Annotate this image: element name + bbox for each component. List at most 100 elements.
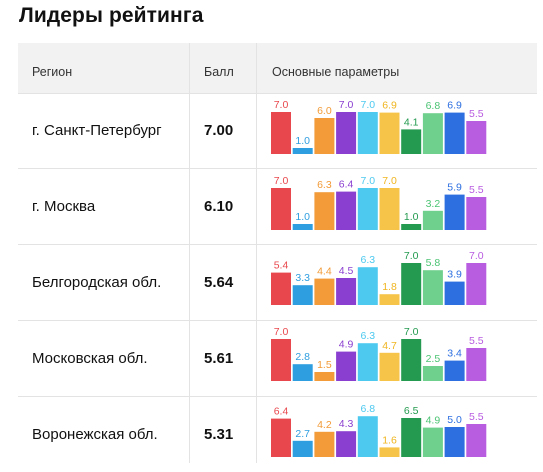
bar-value-label: 6.3 <box>317 179 332 191</box>
parameter-bar <box>357 267 378 305</box>
row-bar-chart: 6.4 2.7 4.2 4.3 6.8 1.6 6.5 4.9 5.0 5.5 <box>271 403 487 457</box>
region-score: 7.00 <box>204 122 234 139</box>
column-divider <box>256 43 257 463</box>
bar-value-label: 4.3 <box>339 418 354 430</box>
column-divider <box>189 43 190 463</box>
bar-value-label: 4.1 <box>404 116 419 128</box>
bar-value-label: 2.7 <box>295 428 310 440</box>
bar-value-label: 4.4 <box>317 266 332 278</box>
parameter-bar <box>314 372 335 381</box>
parameter-bar <box>444 194 465 230</box>
bar-value-label: 7.0 <box>360 175 375 187</box>
bar-value-label: 1.0 <box>295 135 310 147</box>
region-name: г. Москва <box>32 198 96 215</box>
bar-value-label: 5.5 <box>469 184 484 196</box>
bar-value-label: 1.0 <box>404 211 419 223</box>
bar-value-label: 2.8 <box>295 351 310 363</box>
parameter-bar <box>271 418 291 457</box>
parameter-bar <box>466 424 487 457</box>
parameter-bar <box>422 427 443 457</box>
bar-value-label: 4.2 <box>317 419 332 431</box>
ratings-table: Регион Балл Основные параметры г. Санкт-… <box>18 43 537 463</box>
row-bar-chart: 5.4 3.3 4.4 4.5 6.3 1.8 7.0 5.8 3.9 7.0 <box>271 250 487 305</box>
bar-value-label: 6.0 <box>317 105 332 117</box>
parameter-bar <box>292 224 313 230</box>
parameter-bar <box>292 440 313 457</box>
row-bar-chart: 7.0 2.8 1.5 4.9 6.3 4.7 7.0 2.5 3.4 5.5 <box>271 326 487 381</box>
parameter-bar <box>271 112 291 154</box>
bar-value-label: 4.9 <box>339 339 354 351</box>
bar-value-label: 7.0 <box>382 175 397 187</box>
region-name: г. Санкт-Петербург <box>32 122 162 139</box>
bar-value-label: 7.0 <box>274 175 289 187</box>
parameter-bar <box>271 339 291 381</box>
parameter-bar <box>401 263 422 305</box>
parameter-bar <box>336 351 357 381</box>
bar-value-label: 7.0 <box>274 326 289 338</box>
bar-value-label: 6.8 <box>360 403 375 415</box>
parameter-bar <box>292 148 313 154</box>
region-name: Белгородская обл. <box>32 274 162 291</box>
parameter-bar <box>379 352 400 381</box>
bar-value-label: 7.0 <box>404 250 419 262</box>
region-score: 5.61 <box>204 350 234 367</box>
bar-value-label: 1.0 <box>295 211 310 223</box>
bar-value-label: 3.4 <box>447 348 462 360</box>
bar-value-label: 1.8 <box>382 281 397 293</box>
header-region: Регион <box>32 65 73 79</box>
bar-value-label: 5.5 <box>469 335 484 347</box>
parameter-bar <box>314 431 335 457</box>
region-name: Московская обл. <box>32 350 148 367</box>
parameter-bar <box>466 348 487 381</box>
bar-value-label: 5.8 <box>426 257 441 269</box>
bar-value-label: 3.3 <box>295 272 310 284</box>
bar-value-label: 3.2 <box>426 198 441 210</box>
region-name: Воронежская обл. <box>32 426 158 443</box>
table-row: Воронежская обл. 5.31 <box>18 397 537 472</box>
parameter-bar <box>314 278 335 305</box>
table-row: г. Санкт-Петербург 7.00 <box>18 93 537 169</box>
parameter-bar <box>314 118 335 154</box>
parameter-bar <box>336 431 357 457</box>
parameter-bar <box>379 112 400 154</box>
parameter-bar <box>379 447 400 457</box>
bar-value-label: 3.9 <box>447 269 462 281</box>
parameter-bar <box>444 281 465 305</box>
parameter-bar <box>444 360 465 381</box>
region-score: 5.64 <box>204 274 234 291</box>
bar-value-label: 5.4 <box>274 260 289 272</box>
bar-value-label: 2.5 <box>426 353 441 365</box>
header-score: Балл <box>204 65 234 79</box>
parameter-bar <box>466 263 487 305</box>
parameter-bar <box>336 112 357 154</box>
parameter-bar <box>357 343 378 381</box>
parameter-bar <box>444 112 465 154</box>
bar-value-label: 5.5 <box>469 108 484 120</box>
bar-value-label: 7.0 <box>469 250 484 262</box>
table-row: г. Москва 6.10 <box>18 169 537 245</box>
bar-value-label: 7.0 <box>404 326 419 338</box>
parameter-bar <box>292 364 313 381</box>
parameter-bar <box>401 129 422 154</box>
bar-value-label: 6.9 <box>447 100 462 112</box>
region-score: 6.10 <box>204 198 234 215</box>
parameter-bar <box>444 427 465 457</box>
parameter-bar <box>379 294 400 305</box>
parameter-bar <box>271 272 291 305</box>
parameter-bar <box>314 192 335 230</box>
parameter-bar <box>292 285 313 305</box>
bar-value-label: 4.5 <box>339 265 354 277</box>
table-header: Регион Балл Основные параметры <box>18 43 537 94</box>
parameter-bar <box>466 197 487 230</box>
bar-value-label: 6.8 <box>426 100 441 112</box>
bar-value-label: 6.4 <box>274 406 289 418</box>
parameter-bar <box>271 188 291 230</box>
parameter-bar <box>401 339 422 381</box>
bar-value-label: 7.0 <box>360 99 375 111</box>
bar-value-label: 1.6 <box>382 434 397 446</box>
page-title: Лидеры рейтинга <box>19 4 204 27</box>
bar-value-label: 6.3 <box>360 330 375 342</box>
bar-value-label: 5.5 <box>469 411 484 423</box>
header-params: Основные параметры <box>272 65 400 79</box>
